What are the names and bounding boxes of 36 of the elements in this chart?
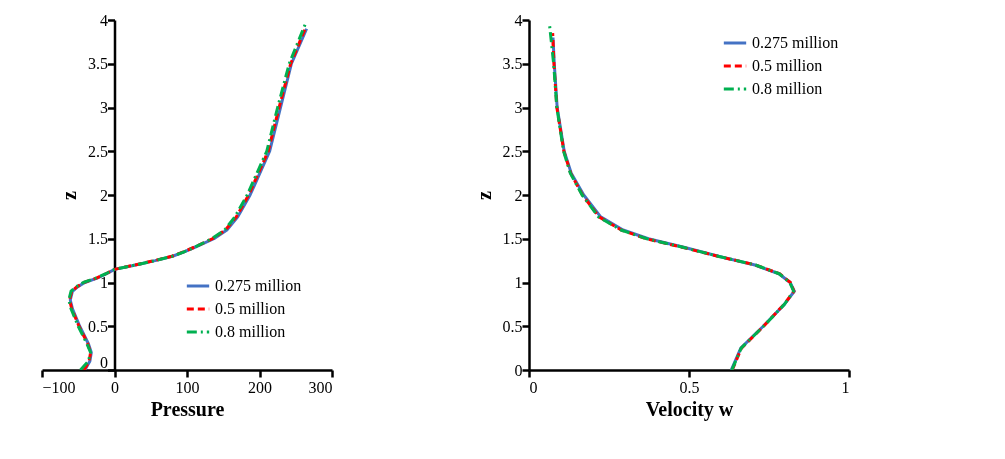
x-axis-title: Velocity w — [645, 397, 734, 421]
y-tick-label: 1 — [514, 274, 523, 291]
legend-label: 0.5 million — [215, 300, 286, 317]
y-tick-label: 0 — [514, 361, 523, 379]
y-tick-label: 3.5 — [88, 55, 108, 73]
legend-label: 0.275 million — [215, 277, 302, 294]
y-tick-label: 3 — [514, 99, 523, 116]
x-axis-title: Pressure — [150, 397, 225, 420]
y-tick-label: 4 — [100, 11, 108, 29]
y-tick-label: 1.5 — [88, 230, 108, 248]
y-tick-label: 0.5 — [88, 317, 108, 335]
legend-label: 0.275 million — [752, 34, 839, 51]
x-tick-label: 0 — [529, 378, 538, 396]
legend-label: 0.8 million — [215, 323, 286, 340]
legend-label: 0.8 million — [752, 80, 823, 97]
y-tick-label: 1 — [100, 274, 108, 291]
y-tick-label: 2 — [100, 186, 108, 204]
y-tick-label: 4 — [514, 11, 523, 29]
x-tick-label: 100 — [175, 378, 200, 396]
y-axis-title: z — [58, 190, 80, 200]
y-tick-label: 2 — [514, 186, 523, 204]
x-tick-label: −100 — [42, 378, 76, 396]
x-tick-label: 200 — [248, 378, 272, 396]
x-tick-label: 0.5 — [679, 378, 700, 396]
y-tick-label: 2.5 — [88, 142, 108, 160]
y-tick-label: 3 — [100, 99, 108, 116]
y-tick-label: 0.5 — [502, 317, 523, 335]
y-tick-label: 3.5 — [502, 55, 523, 73]
x-tick-label: 300 — [308, 378, 333, 396]
x-tick-label: 1 — [841, 378, 850, 396]
legend-label: 0.5 million — [752, 57, 823, 74]
y-axis-title: z — [472, 190, 495, 200]
y-tick-label: 2.5 — [502, 142, 523, 160]
y-tick-label: 1.5 — [502, 230, 523, 248]
x-tick-label: 0 — [111, 378, 119, 396]
y-tick-label: 0 — [100, 353, 108, 371]
